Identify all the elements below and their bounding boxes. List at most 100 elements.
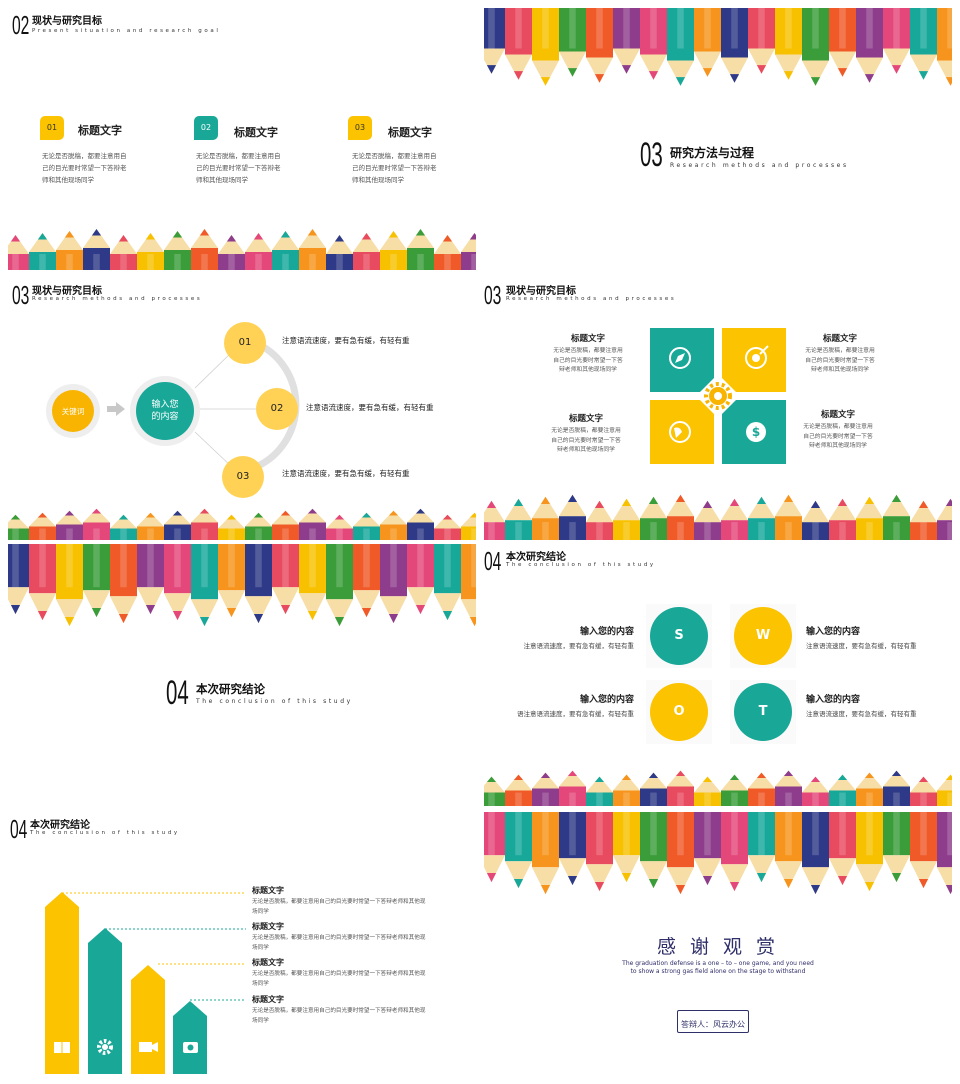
pencil [640,496,667,540]
pencil [8,514,29,540]
pencil [748,812,775,883]
quadrant-block: 标题文字 无论是否脱稿，都要注意用 自己的目光要时常望一下答 辩老师和其他现场同学 [553,334,623,373]
item-text: 无论是否脱稿，都要注意用自 己的目光要时常望一下答辩老 师和其他现场同学 [196,152,281,184]
section-title: 现状与研究目标 [506,286,576,297]
pencil [586,776,613,806]
pencil [586,8,613,83]
swot-circle-o [650,683,708,741]
pencil [299,544,326,621]
section-subtitle: The conclusion of this study [506,562,656,568]
number-badge: 03 [348,116,372,140]
arrow-bars [45,892,246,1074]
pencil-border-up [484,494,952,540]
step-text: 注意语流速度，要有急有缓，有轻有重 [282,469,410,478]
swot-text: 输入您的内容 语注意语流速度，要有急有缓，有轻有重 [517,695,634,718]
pencil [640,8,667,80]
pencil [461,512,476,540]
swot-letter: W [755,628,771,643]
pencil [640,812,667,889]
globe-icon [669,421,691,443]
pencil [910,776,937,806]
pencil [937,812,952,895]
section-title: 研究方法与过程 [670,146,755,160]
list-item: 标题文字 无论是否脱稿，都要注意用自己的目光要时常望一下答辩老师和其他现 场同学 [252,886,426,915]
list-item: 标题文字 无论是否脱稿，都要注意用自己的目光要时常望一下答辩老师和其他现 场同学 [252,922,426,951]
pencil [667,494,694,540]
pencil [299,229,326,270]
pencil [694,812,721,886]
section-title: 现状与研究目标 [32,16,102,27]
pencil [191,508,218,540]
slide-conclusion-title: 04 本次研究结论 The conclusion of this study [8,544,476,806]
pencil [110,544,137,624]
section-number: 04 [166,674,189,712]
thanks-text: The graduation defense is a one – to – o… [622,960,814,975]
section-number: 03 [12,280,30,310]
pencil [829,498,856,540]
pencil [856,496,883,540]
pencil [353,512,380,540]
pencil [775,8,802,80]
pencil [559,770,586,806]
pencil [434,514,461,540]
pencil [532,496,559,540]
pencil [8,235,29,270]
quadrant-graphic: $ [650,328,786,464]
pencil [640,772,667,806]
step-circle [224,322,266,364]
pencil [83,544,110,618]
video-camera-icon [139,1042,158,1052]
pencil [937,8,952,86]
pencil [505,812,532,889]
pencil [353,544,380,618]
pencil [937,774,952,806]
pencil [484,500,505,540]
pencil [484,8,505,74]
gear-icon [97,1039,113,1055]
number-badge: 01 [40,116,64,140]
pencil [272,510,299,540]
camera-icon [183,1042,198,1053]
pencil [748,772,775,806]
section-subtitle: Research methods and processes [506,296,677,302]
pencil [694,8,721,77]
arrow-right-icon [107,402,125,416]
pencil [775,770,802,806]
swot-text: 输入您的内容 注意语流速度，要有急有缓，有轻有重 [806,695,917,718]
pencil [721,812,748,892]
pencil [137,233,164,270]
swot-text: 输入您的内容 注意语流速度，要有急有缓，有轻有重 [806,627,917,650]
pencil [461,544,476,627]
section-number: 03 [640,136,663,174]
pencil [505,8,532,80]
pencil [667,770,694,806]
step-number: 03 [236,471,250,482]
pencil [380,231,407,270]
pencil [272,231,299,270]
book-icon [54,1042,70,1053]
pencil [775,494,802,540]
swot-letter: O [673,704,685,719]
section-title: 本次研究结论 [506,552,566,563]
list-item: 标题文字 无论是否脱稿，都要注意用自己的目光要时常望一下答辩老师和其他现 场同学 [252,995,426,1024]
pencil [83,508,110,540]
quadrant-block: 标题文字 无论是否脱稿，都要注意用 自己的目光要时常望一下答 辩老师和其他现场同学 [803,410,873,449]
pencil [532,8,559,86]
item-text: 无论是否脱稿，都要注意用自 己的目光要时常望一下答辩老 师和其他现场同学 [42,152,127,184]
pencil [434,235,461,270]
pencil [164,510,191,540]
pencil [56,510,83,540]
pencil-border-down [8,544,476,627]
pencil [910,8,937,80]
pencil [883,812,910,883]
pencil [721,498,748,540]
section-number: 03 [484,280,502,310]
step-text: 注意语流速度，要有急有缓，有轻有重 [282,336,410,345]
pencil [353,233,380,270]
swot-letter: S [674,628,684,643]
dollar-icon: $ [746,422,766,442]
pencil [407,544,434,615]
pencil [559,494,586,540]
section-subtitle: The conclusion of this study [196,698,353,705]
pencil [721,8,748,83]
